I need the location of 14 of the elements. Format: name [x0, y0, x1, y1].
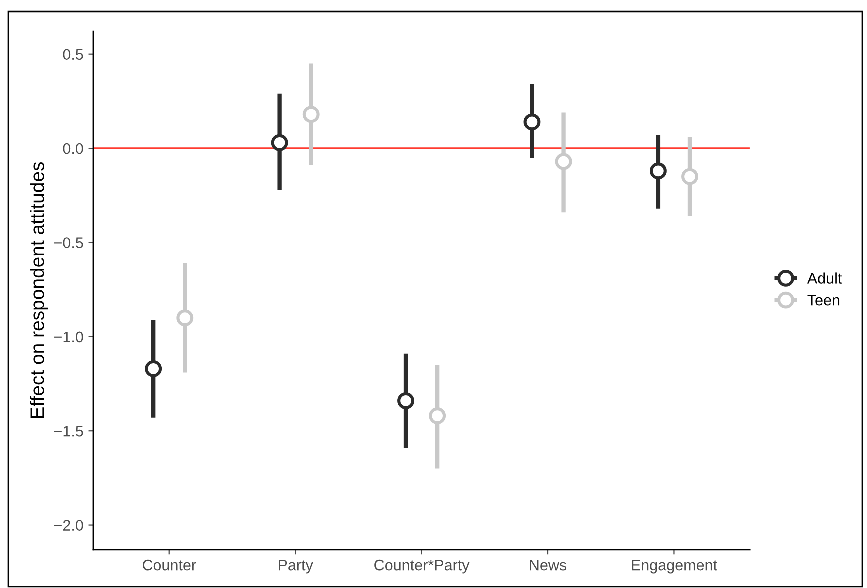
legend-label: Adult — [807, 272, 842, 284]
x-tick-label: Counter — [142, 560, 196, 571]
y-tick-label: −1.0 — [54, 332, 84, 343]
y-tick-label: −1.5 — [54, 426, 84, 437]
y-axis-title: Effect on respondent attitudes — [30, 162, 48, 418]
y-tick-label: −0.5 — [54, 238, 84, 248]
x-tick-label: Engagement — [632, 560, 718, 574]
y-tick-label: 0.5 — [63, 49, 84, 60]
x-tick-label: Party — [279, 560, 314, 574]
x-tick-label: News — [530, 560, 567, 571]
y-tick-label: −2.0 — [54, 520, 84, 531]
x-tick-label: Counter*Party — [374, 560, 470, 574]
legend-label: Teen — [808, 295, 840, 306]
y-tick-label: 0.0 — [63, 143, 84, 154]
